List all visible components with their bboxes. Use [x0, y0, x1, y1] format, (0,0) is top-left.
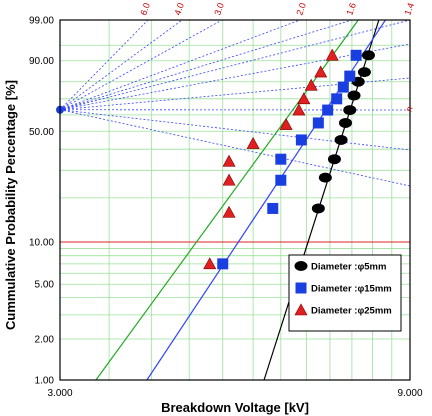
x-axis-title: Breakdown Voltage [kV]	[161, 400, 309, 415]
legend-label: Diameter :φ15mm	[311, 284, 392, 295]
slope-guide-line	[59, 19, 223, 111]
slope-guide-line	[59, 77, 411, 111]
slope-guide-line	[59, 19, 411, 111]
legend-marker	[294, 303, 308, 316]
slope-guide-line	[59, 19, 353, 111]
data-point	[297, 92, 311, 105]
y-tick-label: 90.00	[29, 56, 54, 67]
slope-scale-label: 1.6	[344, 1, 358, 16]
data-point	[222, 154, 236, 167]
data-point	[292, 103, 306, 116]
data-point	[314, 65, 328, 78]
data-points	[203, 48, 375, 270]
y-tick-label: 50.00	[29, 127, 54, 138]
slope-scale-label: 3.0	[212, 1, 226, 16]
data-point	[343, 105, 357, 116]
slope-scale-label: 2.0	[294, 1, 308, 16]
legend-marker	[294, 261, 308, 271]
legend-label: Diameter :φ25mm	[311, 306, 392, 317]
data-point	[350, 49, 362, 61]
data-point	[325, 48, 339, 61]
data-point	[267, 202, 279, 214]
data-point	[222, 205, 236, 218]
data-point	[311, 203, 325, 214]
y-tick-label: 2.00	[35, 334, 55, 345]
data-point	[357, 67, 371, 78]
slope-guide-line	[59, 109, 411, 151]
data-point	[338, 117, 352, 128]
data-point	[246, 136, 260, 149]
slope-scale-label: 1.4	[402, 1, 416, 16]
legend-marker	[295, 282, 307, 294]
slope-scale-label: 4.0	[172, 1, 186, 16]
y-tick-label: 10.00	[29, 237, 54, 248]
legend-label: Diameter :φ5mm	[311, 262, 386, 273]
slope-guide-line	[59, 19, 149, 111]
data-point	[327, 154, 341, 165]
legend: Diameter :φ5mm Diameter :φ15mm Diameter :φ…	[288, 254, 402, 332]
x-tick-label: 3.000	[47, 388, 72, 399]
data-point	[275, 153, 287, 165]
plot-frame	[59, 19, 411, 381]
fit-line	[95, 19, 359, 381]
slope-scale-label: 6.0	[138, 1, 152, 16]
y-tick-label: 99.00	[29, 16, 54, 27]
data-point	[304, 78, 318, 91]
slope-scale-label: n	[404, 105, 415, 113]
data-point	[322, 104, 334, 116]
slope-guide-line	[59, 19, 183, 111]
x-tick-label: 9.000	[397, 388, 422, 399]
slope-guide-line	[59, 19, 301, 111]
y-tick-label: 5.00	[35, 280, 55, 291]
data-point	[334, 134, 348, 145]
data-point	[217, 258, 229, 270]
data-point	[337, 81, 349, 93]
data-point	[203, 257, 217, 270]
y-tick-label: 1.00	[35, 376, 55, 387]
y-axis-title: Cummulative Probability Percentage [%]	[3, 80, 18, 330]
data-point	[318, 172, 332, 183]
data-point	[312, 117, 324, 129]
data-point	[361, 50, 375, 61]
data-point	[347, 90, 361, 101]
data-point	[344, 70, 356, 82]
data-point	[295, 134, 307, 146]
data-point	[331, 93, 343, 105]
slope-guide-line	[59, 109, 411, 187]
data-point	[279, 117, 293, 130]
tick-labels: 1.00 2.00 5.00 10.00 50.00 90.00 99.00 3.000 9.0…	[29, 1, 423, 399]
data-point	[275, 174, 287, 186]
data-point	[222, 173, 236, 186]
legend-box	[288, 254, 402, 332]
